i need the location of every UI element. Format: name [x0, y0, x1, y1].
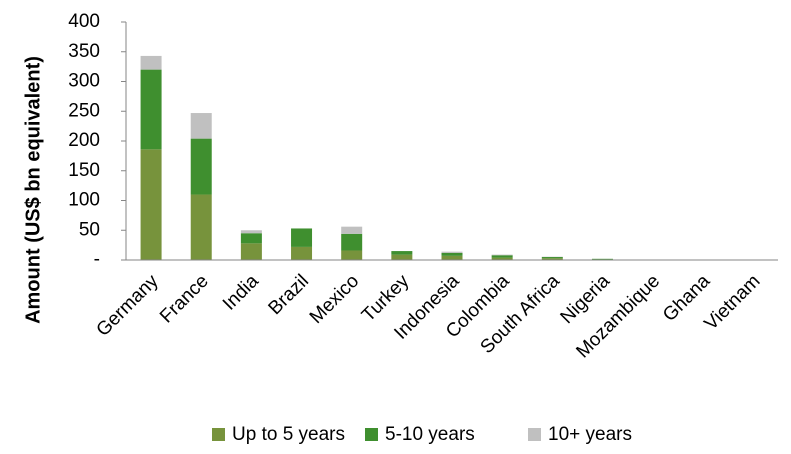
x-tick-label: India — [219, 270, 263, 314]
y-tick-label: 350 — [68, 41, 100, 62]
legend-label: 10+ years — [548, 424, 632, 445]
x-tick-label: Mexico — [306, 271, 363, 328]
bar-segment-india-series-1 — [240, 233, 262, 244]
y-axis-title-group: Amount (US$ bn equivalent) — [22, 56, 44, 324]
bar-segment-germany-series-1 — [140, 69, 162, 150]
legend-label: Up to 5 years — [232, 424, 345, 445]
x-tick-label: France — [156, 271, 213, 328]
x-tick-label: Germany — [93, 270, 163, 340]
y-tick-label: - — [94, 249, 100, 270]
bar-segment-germany-series-2 — [140, 55, 162, 70]
legend-swatch — [365, 428, 378, 441]
bar-segment-mexico-series-0 — [341, 250, 363, 260]
bars — [140, 55, 764, 260]
legend-label: 5-10 years — [385, 424, 475, 445]
bar-segment-mexico-series-1 — [341, 233, 363, 251]
bar-segment-colombia-series-1 — [491, 255, 513, 258]
bar-segment-mexico-series-2 — [341, 226, 363, 234]
y-tick-label: 250 — [68, 100, 100, 121]
bar-segment-indonesia-series-2 — [441, 251, 463, 253]
bar-segment-india-series-0 — [240, 243, 262, 260]
bar-segment-colombia-series-0 — [491, 257, 513, 260]
y-tick-label: 200 — [68, 130, 100, 151]
bar-segment-nigeria-series-1 — [591, 258, 613, 260]
bar-segment-france-series-1 — [190, 138, 212, 195]
y-axis-title: Amount (US$ bn equivalent) — [22, 56, 44, 324]
bar-segment-germany-series-0 — [140, 149, 162, 260]
y-tick-label: 400 — [68, 11, 100, 32]
bar-segment-france-series-2 — [190, 113, 212, 139]
y-tick-label: 300 — [68, 71, 100, 92]
bar-segment-colombia-series-2 — [491, 254, 513, 256]
bar-segment-turkey-series-0 — [391, 254, 413, 260]
y-tick-label: 150 — [68, 160, 100, 181]
bar-segment-turkey-series-1 — [391, 251, 413, 255]
y-tick-label: 100 — [68, 190, 100, 211]
bar-segment-france-series-0 — [190, 194, 212, 260]
y-axis-ticks: - 50 100 150 200 250 300 350 400 — [68, 11, 126, 270]
bar-segment-indonesia-series-1 — [441, 252, 463, 256]
bar-segment-brazil-series-1 — [291, 228, 313, 247]
legend-swatch — [528, 428, 541, 441]
bar-segment-south-africa-series-0 — [541, 258, 563, 260]
y-tick-label: 50 — [79, 219, 100, 240]
bar-segment-india-series-2 — [240, 230, 262, 234]
bar-segment-south-africa-series-1 — [541, 257, 563, 259]
x-tick-label: Vietnam — [701, 271, 765, 335]
legend: Up to 5 years 5-10 years 10+ years — [212, 424, 632, 445]
bar-segment-indonesia-series-0 — [441, 255, 463, 260]
legend-swatch — [212, 428, 225, 441]
bar-segment-brazil-series-0 — [291, 246, 313, 260]
